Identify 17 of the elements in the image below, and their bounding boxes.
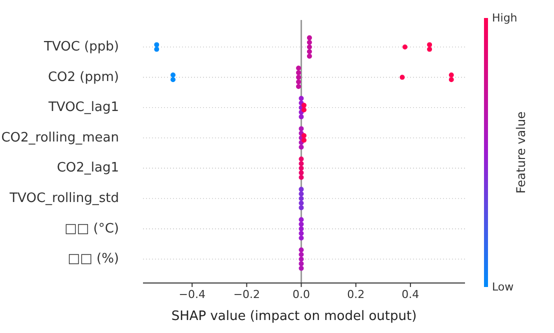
y-tick-label: CO2 (ppm) xyxy=(48,70,119,85)
x-tick-label: −0.4 xyxy=(178,288,206,301)
x-tick-label: −0.2 xyxy=(233,288,260,301)
y-tick-label: CO2_lag1 xyxy=(56,160,119,176)
color-bar-title: Feature value xyxy=(514,112,528,194)
y-tick-label: TVOC_lag1 xyxy=(47,100,119,116)
color-bar-label: High xyxy=(492,12,518,24)
y-tick-label: CO2_rolling_mean xyxy=(1,130,119,146)
x-tick-label: 0.0 xyxy=(292,288,310,301)
x-tick-label: 0.2 xyxy=(347,288,365,301)
y-tick-label: TVOC_rolling_std xyxy=(8,191,119,206)
y-tick-label: □□ (°C) xyxy=(64,221,119,236)
y-tick-label: TVOC (ppb) xyxy=(43,40,119,54)
x-tick-label: 0.4 xyxy=(402,288,420,301)
color-bar-label: Low xyxy=(492,280,514,294)
y-tick-label: □□ (%) xyxy=(68,252,119,267)
x-axis-title: SHAP value (impact on model output) xyxy=(171,309,417,324)
